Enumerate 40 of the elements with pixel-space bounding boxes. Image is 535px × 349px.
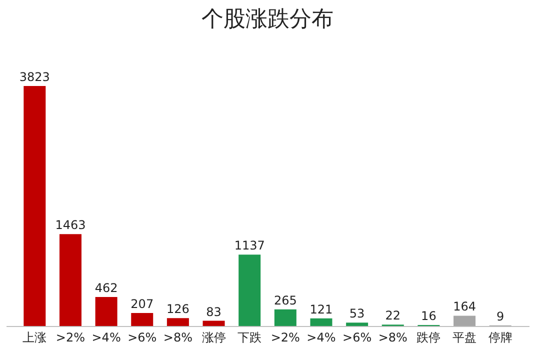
data-label: 265 — [274, 293, 297, 308]
x-tick-label: >6% — [128, 330, 157, 344]
bar — [24, 86, 46, 326]
bar — [202, 320, 225, 326]
bar — [310, 318, 332, 326]
data-label: 1137 — [234, 238, 265, 253]
x-tick-label: >6% — [342, 330, 372, 344]
x-tick-label: 跌停 — [416, 330, 441, 344]
x-tick-label: >2% — [56, 330, 86, 344]
x-tick-label: >2% — [270, 330, 300, 344]
x-tick-label: 涨停 — [202, 330, 226, 344]
data-label: 164 — [453, 300, 476, 314]
x-tick-label: 停牌 — [488, 330, 512, 344]
bar — [274, 309, 296, 326]
x-tick-label: >8% — [378, 330, 408, 344]
data-label: 3823 — [19, 70, 50, 84]
data-label: 207 — [130, 297, 154, 312]
x-tick-label: 平盘 — [452, 330, 477, 344]
data-label: 126 — [166, 302, 190, 316]
x-tick-label: >8% — [163, 330, 192, 344]
chart-title: 个股涨跌分布 — [202, 7, 334, 32]
data-label: 16 — [421, 308, 436, 323]
bar — [95, 296, 118, 326]
x-tick-label: >4% — [92, 330, 121, 344]
bar — [131, 313, 154, 326]
x-tick-label: 上涨 — [22, 330, 47, 344]
bar — [166, 318, 189, 326]
data-label: 83 — [206, 304, 222, 319]
bar — [59, 234, 82, 326]
data-label: 121 — [310, 302, 333, 316]
data-label: 462 — [94, 280, 118, 295]
data-label: 9 — [496, 309, 504, 324]
bar — [346, 322, 368, 326]
bar — [454, 316, 476, 326]
x-tick-label: >4% — [306, 330, 336, 344]
bar — [238, 254, 261, 326]
data-label: 1463 — [55, 218, 86, 232]
data-label: 22 — [385, 308, 401, 323]
x-tick-label: 下跌 — [238, 330, 262, 344]
data-label: 53 — [349, 306, 365, 321]
